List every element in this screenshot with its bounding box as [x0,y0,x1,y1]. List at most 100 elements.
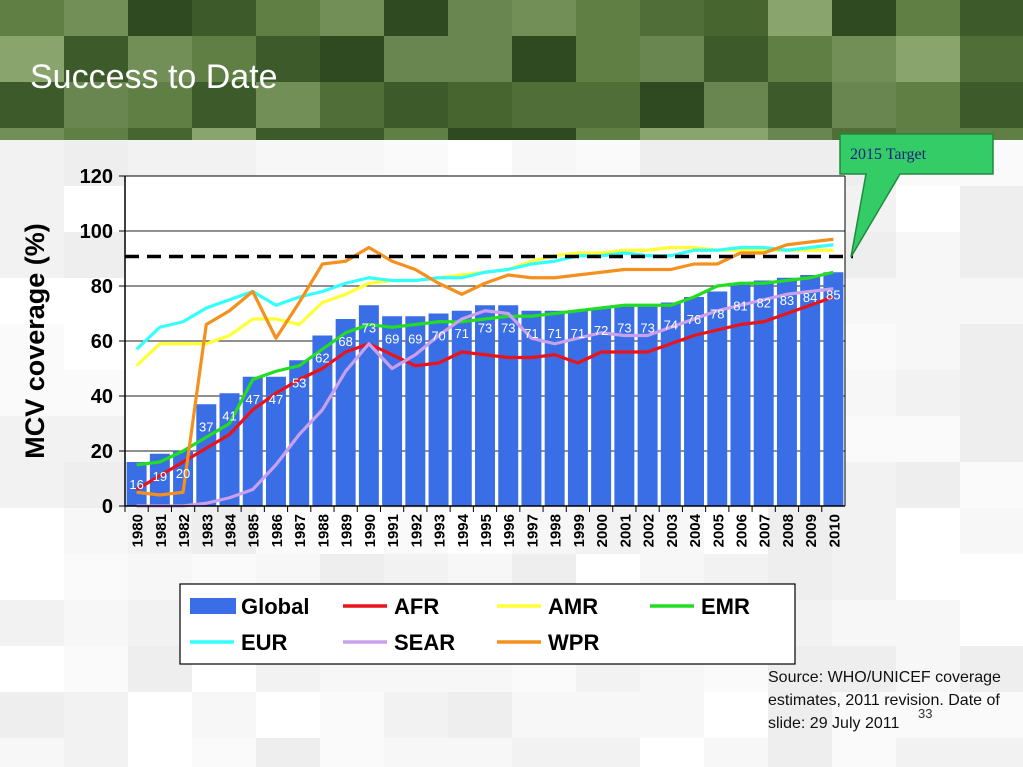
background-tile [64,140,128,186]
background-tile [384,508,448,554]
header-tile [192,0,256,36]
bar-data-labels: 16 19 20 37 41 47 47 53 62 68 73 69 69 70 71 73 73 71 71 71… [129,287,840,492]
background-tile [64,324,128,370]
background-tile [896,370,960,416]
x-tick-label: 2010 [826,514,843,547]
background-tile [0,416,64,462]
background-tile [0,692,64,738]
series-line-wpr [136,237,834,497]
background-tile [704,738,768,767]
header-tile [256,0,320,36]
bar-value-label: 84 [803,290,817,305]
bar-value-label: 68 [338,334,352,349]
background-tile [960,692,1023,738]
legend-label-eur: EUR [241,630,288,655]
background-tile [896,186,960,232]
background-tile [256,692,320,738]
bar [800,275,821,506]
background-tile [0,738,64,767]
bar [823,272,844,506]
background-tile [0,554,64,600]
header-tile [128,82,192,128]
header-tile [384,82,448,128]
bar [544,310,565,506]
bar [196,404,217,506]
header-tile [320,128,384,140]
background-tile [192,692,256,738]
background-tile [640,692,704,738]
background-tile [0,646,64,692]
bar-value-label: 71 [571,326,585,341]
regional-lines [135,237,834,508]
bar-value-label: 81 [733,298,747,313]
y-tick-label: 100 [80,221,113,243]
background-tile [256,738,320,767]
background-tile [0,278,64,324]
header-tile [768,36,832,82]
target-callout [839,133,994,258]
legend-label-global: Global [241,594,309,619]
bar-value-label: 69 [385,331,399,346]
header-tile [896,0,960,36]
bar-value-label: 76 [687,312,701,327]
callout-shape [839,133,994,258]
target-callout-label: 2015 Target [850,146,927,163]
background-tile [704,692,768,738]
bar [591,308,612,506]
background-tile [192,738,256,767]
header-banner [0,0,1023,140]
y-tick-label: 40 [91,386,113,408]
header-tile [960,82,1023,128]
background-tile [960,554,1023,600]
background-tile [960,186,1023,232]
header-tile [384,0,448,36]
bar-value-label: 16 [129,477,143,492]
background-tile [960,600,1023,646]
bar-value-label: 62 [315,351,329,366]
background-tile [832,554,896,600]
background-tile [128,738,192,767]
background-tile [64,692,128,738]
background-tile [640,508,704,554]
header-tile [384,128,448,140]
x-tick-label: 1998 [548,514,565,547]
background-tile [576,508,640,554]
background-tile [896,508,960,554]
y-axis-title: MCV coverage (%) [20,223,50,459]
header-tile [640,128,704,140]
series-line-sear [136,287,834,508]
background-tile [448,738,512,767]
background-tile [960,370,1023,416]
bar [684,297,705,506]
header-tile [448,128,512,140]
header-tile [384,36,448,82]
background-tile [768,738,832,767]
background-tile [0,600,64,646]
source-note: Source: WHO/UNICEF coverage estimates, 2… [768,669,1001,732]
header-tile [576,82,640,128]
header-tile [64,82,128,128]
x-tick-label: 2001 [617,514,634,547]
background-tile [0,508,64,554]
background-tile [960,416,1023,462]
bar [730,283,751,506]
bar-value-label: 73 [362,320,376,335]
background-tile [384,692,448,738]
y-tick-label: 20 [91,441,113,463]
x-tick-label: 1997 [524,514,541,547]
header-tile [576,0,640,36]
x-tick-label: 1981 [153,514,170,547]
header-tile [768,128,832,140]
header-tile [576,36,640,82]
background-tile [448,508,512,554]
header-tile [704,128,768,140]
header-tile [256,128,320,140]
background-tile [0,324,64,370]
background-tile [320,738,384,767]
x-tick-label: 1982 [176,514,193,547]
background-tile [832,692,896,738]
series-line-emr [136,270,834,467]
y-tick-label: 120 [80,166,113,188]
header-tile [448,82,512,128]
bar-value-label: 78 [710,307,724,322]
